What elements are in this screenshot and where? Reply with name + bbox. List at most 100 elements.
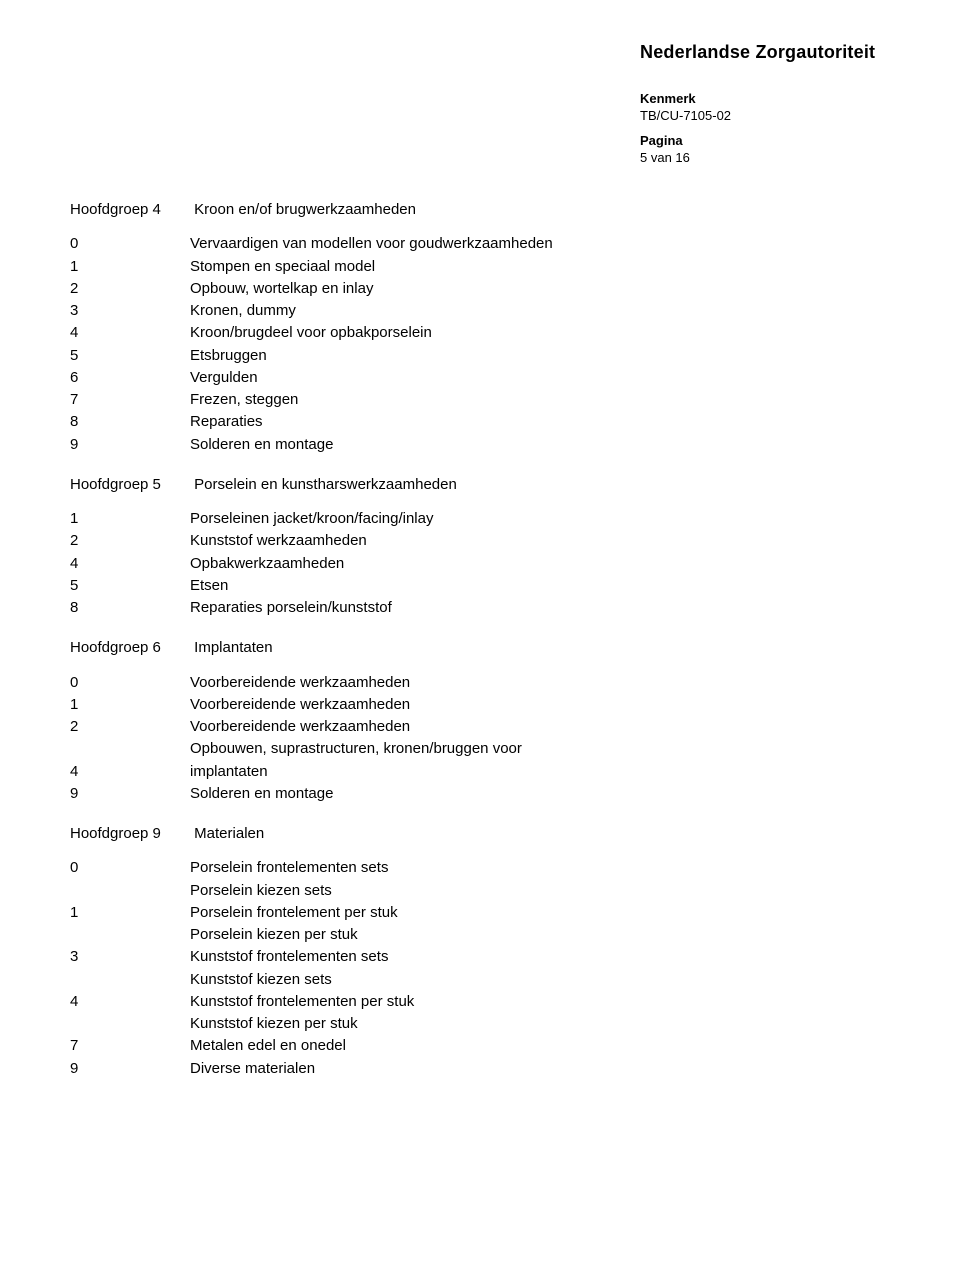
group-title: Materialen (194, 825, 264, 842)
item-label: Stompen en speciaal model (190, 257, 690, 277)
group-heading-4: Hoofdgroep 4 Kroon en/of brugwerkzaamhed… (70, 200, 690, 220)
kenmerk-block: Kenmerk TB/CU-7105-02 (640, 91, 900, 123)
item-label: Porseleinen jacket/kroon/facing/inlay (190, 509, 690, 529)
item-label: Porselein kiezen sets (190, 881, 690, 901)
list-item: 7Frezen, steggen (70, 390, 690, 410)
item-num: 2 (70, 531, 190, 551)
item-label: Opbouw, wortelkap en inlay (190, 279, 690, 299)
item-label: Reparaties (190, 412, 690, 432)
body-content: Hoofdgroep 4 Kroon en/of brugwerkzaamhed… (70, 40, 690, 1079)
group-items-4: 0Vervaardigen van modellen voor goudwerk… (70, 234, 690, 455)
header-right: Nederlandse Zorgautoriteit Kenmerk TB/CU… (640, 42, 900, 165)
item-num: 3 (70, 947, 190, 967)
item-label: Kunststof kiezen per stuk (190, 1014, 690, 1034)
document-page: Nederlandse Zorgautoriteit Kenmerk TB/CU… (0, 0, 960, 1267)
item-num: 4 (70, 762, 190, 782)
pagina-value: 5 van 16 (640, 150, 900, 165)
list-item: 2Kunststof werkzaamheden (70, 531, 690, 551)
item-num: 5 (70, 576, 190, 596)
item-num: 7 (70, 1036, 190, 1056)
item-label: Porselein frontelement per stuk (190, 903, 690, 923)
item-num: 4 (70, 992, 190, 1012)
item-num: 1 (70, 695, 190, 715)
list-item: 3Kunststof frontelementen sets (70, 947, 690, 967)
list-item: 1Voorbereidende werkzaamheden (70, 695, 690, 715)
item-label: Solderen en montage (190, 784, 690, 804)
pagina-block: Pagina 5 van 16 (640, 133, 900, 165)
item-num: 0 (70, 234, 190, 254)
group-num: Hoofdgroep 9 (70, 824, 190, 844)
item-num: 3 (70, 301, 190, 321)
group-heading-9: Hoofdgroep 9 Materialen (70, 824, 690, 844)
list-item: Kunststof kiezen sets (70, 970, 690, 990)
item-num: 5 (70, 346, 190, 366)
list-item: 6Vergulden (70, 368, 690, 388)
list-item: 7Metalen edel en onedel (70, 1036, 690, 1056)
group-num: Hoofdgroep 6 (70, 638, 190, 658)
item-label: Kroon/brugdeel voor opbakporselein (190, 323, 690, 343)
item-label: Frezen, steggen (190, 390, 690, 410)
item-label: Opbakwerkzaamheden (190, 554, 690, 574)
group-items-5: 1Porseleinen jacket/kroon/facing/inlay 2… (70, 509, 690, 618)
group-items-6: 0Voorbereidende werkzaamheden 1Voorberei… (70, 673, 690, 805)
list-item: 0Voorbereidende werkzaamheden (70, 673, 690, 693)
list-item: 3Kronen, dummy (70, 301, 690, 321)
item-label: Kunststof werkzaamheden (190, 531, 690, 551)
item-num (70, 925, 190, 945)
list-item: 2Voorbereidende werkzaamheden (70, 717, 690, 737)
item-label: Kunststof kiezen sets (190, 970, 690, 990)
item-label: Voorbereidende werkzaamheden (190, 673, 690, 693)
kenmerk-label: Kenmerk (640, 91, 900, 106)
item-num: 1 (70, 257, 190, 277)
item-label: Etsen (190, 576, 690, 596)
item-label: Kunststof frontelementen sets (190, 947, 690, 967)
list-item: 1Porseleinen jacket/kroon/facing/inlay (70, 509, 690, 529)
item-num: 7 (70, 390, 190, 410)
list-item: Kunststof kiezen per stuk (70, 1014, 690, 1034)
list-item: 9Solderen en montage (70, 435, 690, 455)
list-item: 9Solderen en montage (70, 784, 690, 804)
list-item: 5Etsen (70, 576, 690, 596)
group-num: Hoofdgroep 4 (70, 200, 190, 220)
group-title: Kroon en/of brugwerkzaamheden (194, 201, 416, 218)
group-num: Hoofdgroep 5 (70, 475, 190, 495)
list-item: 8Reparaties porselein/kunststof (70, 598, 690, 618)
item-num (70, 1014, 190, 1034)
group-items-9: 0Porselein frontelementen sets Porselein… (70, 858, 690, 1079)
group-title: Porselein en kunstharswerkzaamheden (194, 476, 457, 493)
item-label: Opbouwen, suprastructuren, kronen/brugge… (190, 739, 690, 759)
item-num: 8 (70, 412, 190, 432)
item-label: Voorbereidende werkzaamheden (190, 695, 690, 715)
list-item: Porselein kiezen per stuk (70, 925, 690, 945)
item-label: Voorbereidende werkzaamheden (190, 717, 690, 737)
pagina-label: Pagina (640, 133, 900, 148)
org-name: Nederlandse Zorgautoriteit (640, 42, 900, 63)
list-item: Porselein kiezen sets (70, 881, 690, 901)
list-item: 8Reparaties (70, 412, 690, 432)
list-item: 4Opbakwerkzaamheden (70, 554, 690, 574)
item-num (70, 881, 190, 901)
list-item: 1Porselein frontelement per stuk (70, 903, 690, 923)
item-label: Solderen en montage (190, 435, 690, 455)
list-item: 4Kroon/brugdeel voor opbakporselein (70, 323, 690, 343)
item-label: Etsbruggen (190, 346, 690, 366)
item-num: 8 (70, 598, 190, 618)
group-heading-6: Hoofdgroep 6 Implantaten (70, 638, 690, 658)
item-num (70, 739, 190, 759)
item-num: 6 (70, 368, 190, 388)
item-label: Metalen edel en onedel (190, 1036, 690, 1056)
item-label: Reparaties porselein/kunststof (190, 598, 690, 618)
item-num: 1 (70, 509, 190, 529)
item-num: 4 (70, 554, 190, 574)
item-label: implantaten (190, 762, 690, 782)
item-label: Porselein frontelementen sets (190, 858, 690, 878)
list-item: 1Stompen en speciaal model (70, 257, 690, 277)
item-label: Kronen, dummy (190, 301, 690, 321)
item-num: 0 (70, 673, 190, 693)
item-num: 4 (70, 323, 190, 343)
item-label: Vervaardigen van modellen voor goudwerkz… (190, 234, 690, 254)
item-num: 2 (70, 717, 190, 737)
item-num: 9 (70, 1059, 190, 1079)
list-item: 2Opbouw, wortelkap en inlay (70, 279, 690, 299)
item-num: 9 (70, 784, 190, 804)
